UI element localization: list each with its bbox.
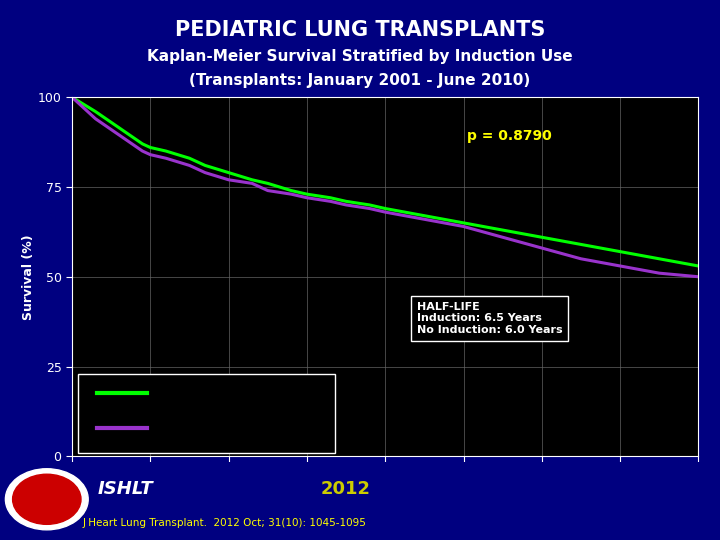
X-axis label: Years: Years (366, 483, 405, 496)
FancyBboxPatch shape (78, 374, 335, 453)
Ellipse shape (6, 469, 89, 530)
Y-axis label: Survival (%): Survival (%) (22, 234, 35, 320)
Text: HALF-LIFE
Induction: 6.5 Years
No Induction: 6.0 Years: HALF-LIFE Induction: 6.5 Years No Induct… (417, 302, 562, 335)
Text: 2012: 2012 (320, 480, 371, 498)
Text: PEDIATRIC LUNG TRANSPLANTS: PEDIATRIC LUNG TRANSPLANTS (175, 19, 545, 40)
Text: ISHLT: ISHLT (97, 480, 153, 498)
Ellipse shape (13, 474, 81, 524)
Text: p = 0.8790: p = 0.8790 (467, 129, 552, 143)
Text: J Heart Lung Transplant.  2012 Oct; 31(10): 1045-1095: J Heart Lung Transplant. 2012 Oct; 31(10… (83, 518, 366, 528)
Text: Kaplan-Meier Survival Stratified by Induction Use: Kaplan-Meier Survival Stratified by Indu… (147, 49, 573, 64)
Text: (Transplants: January 2001 - June 2010): (Transplants: January 2001 - June 2010) (189, 73, 531, 89)
